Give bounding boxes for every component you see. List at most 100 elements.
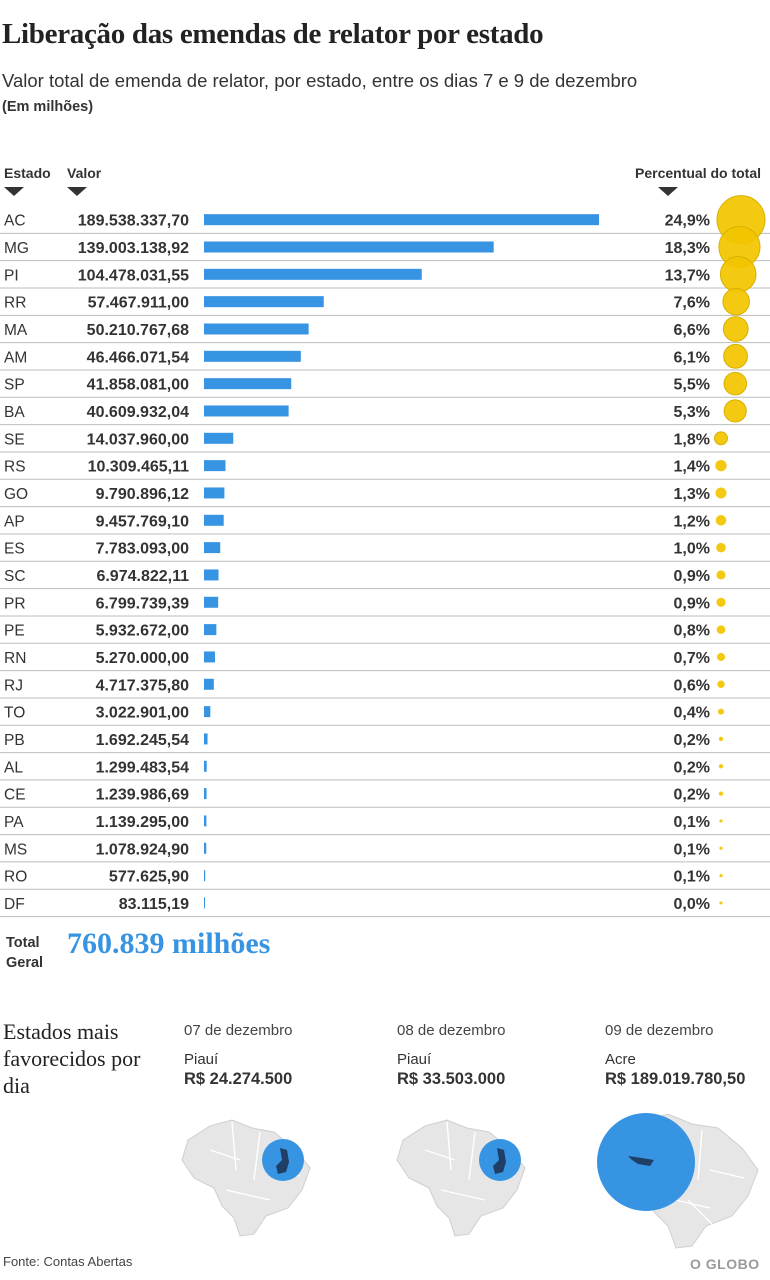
percent-bubble — [722, 316, 749, 342]
sort-value-icon — [67, 187, 87, 196]
state-label: MS — [4, 841, 27, 858]
state-bar-chart: AC 189.538.337,70 24,9% MG 139.003.138,92 18,… — [0, 195, 770, 918]
unit-note: (Em milhões) — [2, 99, 94, 115]
percent-bubble — [718, 791, 724, 796]
value-label: 46.466.071,54 — [87, 349, 189, 366]
percent-label: 18,3% — [665, 240, 710, 257]
state-label: RO — [4, 869, 27, 886]
sort-percent-icon — [658, 187, 678, 196]
day-3-block: 09 de dezembro Acre R$ 189.019.780,50 — [605, 1022, 770, 1089]
day-2-state: Piauí — [397, 1051, 432, 1068]
value-bar — [204, 842, 207, 854]
total-label: Total Geral — [6, 935, 44, 971]
state-label: AC — [4, 213, 26, 230]
column-header-state: Estado — [4, 165, 51, 181]
value-label: 577.625,90 — [109, 869, 189, 886]
total-value: 760.839 milhões — [67, 927, 271, 960]
percent-label: 1,8% — [674, 431, 710, 448]
state-label: AP — [4, 513, 25, 530]
percent-label: 0,8% — [674, 623, 710, 640]
brazil-map-day-2 — [396, 1119, 526, 1237]
day-1-block: 07 de dezembro Piauí R$ 24.274.500 — [184, 1022, 354, 1089]
value-label: 50.210.767,68 — [87, 322, 189, 339]
percent-bubble — [718, 736, 724, 742]
value-label: 9.457.769,10 — [96, 513, 190, 530]
day-3-value: R$ 189.019.780,50 — [605, 1070, 746, 1088]
day-1-date: 07 de dezembro — [184, 1022, 293, 1039]
state-label: AM — [4, 349, 27, 366]
percent-bubble — [719, 256, 757, 293]
value-label: 40.609.932,04 — [87, 404, 189, 421]
percent-label: 0,1% — [674, 869, 710, 886]
value-label: 1.139.295,00 — [96, 814, 190, 831]
percent-label: 0,9% — [674, 595, 710, 612]
percent-label: 0,2% — [674, 732, 710, 749]
state-label: PI — [4, 267, 19, 284]
value-bar — [204, 760, 207, 772]
percent-bubble — [715, 515, 727, 526]
percent-bubble — [715, 487, 727, 499]
value-label: 5.932.672,00 — [96, 623, 190, 640]
percent-label: 0,2% — [674, 787, 710, 804]
column-header-value: Valor — [67, 165, 102, 181]
state-label: ES — [4, 541, 25, 558]
percent-label: 0,9% — [674, 568, 710, 585]
value-bar — [204, 788, 207, 800]
value-bar — [204, 432, 234, 444]
percent-label: 0,6% — [674, 677, 710, 694]
percent-bubble — [716, 542, 726, 553]
value-label: 5.270.000,00 — [96, 650, 190, 667]
value-bar — [204, 323, 309, 335]
value-bar — [204, 624, 217, 636]
state-label: AL — [4, 759, 23, 776]
value-bar — [204, 214, 599, 226]
percent-bubble — [719, 846, 723, 850]
percent-bubble — [719, 873, 723, 878]
value-bar — [204, 350, 301, 362]
percent-label: 24,9% — [665, 213, 710, 230]
percent-bubble — [719, 819, 723, 823]
percent-label: 0,0% — [674, 896, 710, 913]
percent-label: 6,1% — [674, 349, 710, 366]
value-bar — [204, 241, 494, 253]
state-label: PB — [4, 732, 25, 749]
state-label: SC — [4, 568, 26, 585]
value-label: 4.717.375,80 — [96, 677, 190, 694]
state-label: BA — [4, 404, 25, 421]
brazil-map-day-1 — [181, 1119, 311, 1237]
value-label: 139.003.138,92 — [78, 240, 189, 257]
page-subtitle: Valor total de emenda de relator, por es… — [2, 70, 638, 91]
value-label: 83.115,19 — [119, 896, 189, 913]
value-bar — [204, 897, 205, 909]
state-label: MA — [4, 322, 28, 339]
value-label: 6.799.739,39 — [96, 595, 190, 612]
day-2-value: R$ 33.503.000 — [397, 1070, 506, 1088]
state-label: RJ — [4, 677, 23, 694]
state-label: SP — [4, 377, 25, 394]
value-bar — [204, 378, 292, 390]
value-label: 1.299.483,54 — [96, 759, 190, 776]
state-label: RR — [4, 295, 26, 312]
state-label: PR — [4, 595, 26, 612]
value-label: 104.478.031,55 — [78, 267, 189, 284]
percent-label: 5,3% — [674, 404, 710, 421]
value-bar — [204, 569, 219, 581]
value-label: 1.239.986,69 — [96, 787, 190, 804]
percent-label: 1,0% — [674, 541, 710, 558]
percent-label: 0,2% — [674, 759, 710, 776]
percent-bubble — [716, 570, 726, 580]
percent-label: 1,3% — [674, 486, 710, 503]
value-bar — [204, 596, 219, 608]
percent-label: 1,4% — [674, 459, 710, 476]
percent-bubble — [717, 680, 725, 689]
percent-label: 0,4% — [674, 705, 710, 722]
source-note: Fonte: Contas Abertas — [3, 1254, 133, 1269]
publisher-logo: O GLOBO — [690, 1256, 760, 1272]
percent-bubble — [717, 708, 725, 715]
state-label: CE — [4, 787, 26, 804]
percent-label: 1,2% — [674, 513, 710, 530]
percent-bubble — [716, 652, 726, 661]
percent-label: 6,6% — [674, 322, 710, 339]
day-1-state: Piauí — [184, 1051, 219, 1068]
value-bar — [204, 870, 206, 882]
